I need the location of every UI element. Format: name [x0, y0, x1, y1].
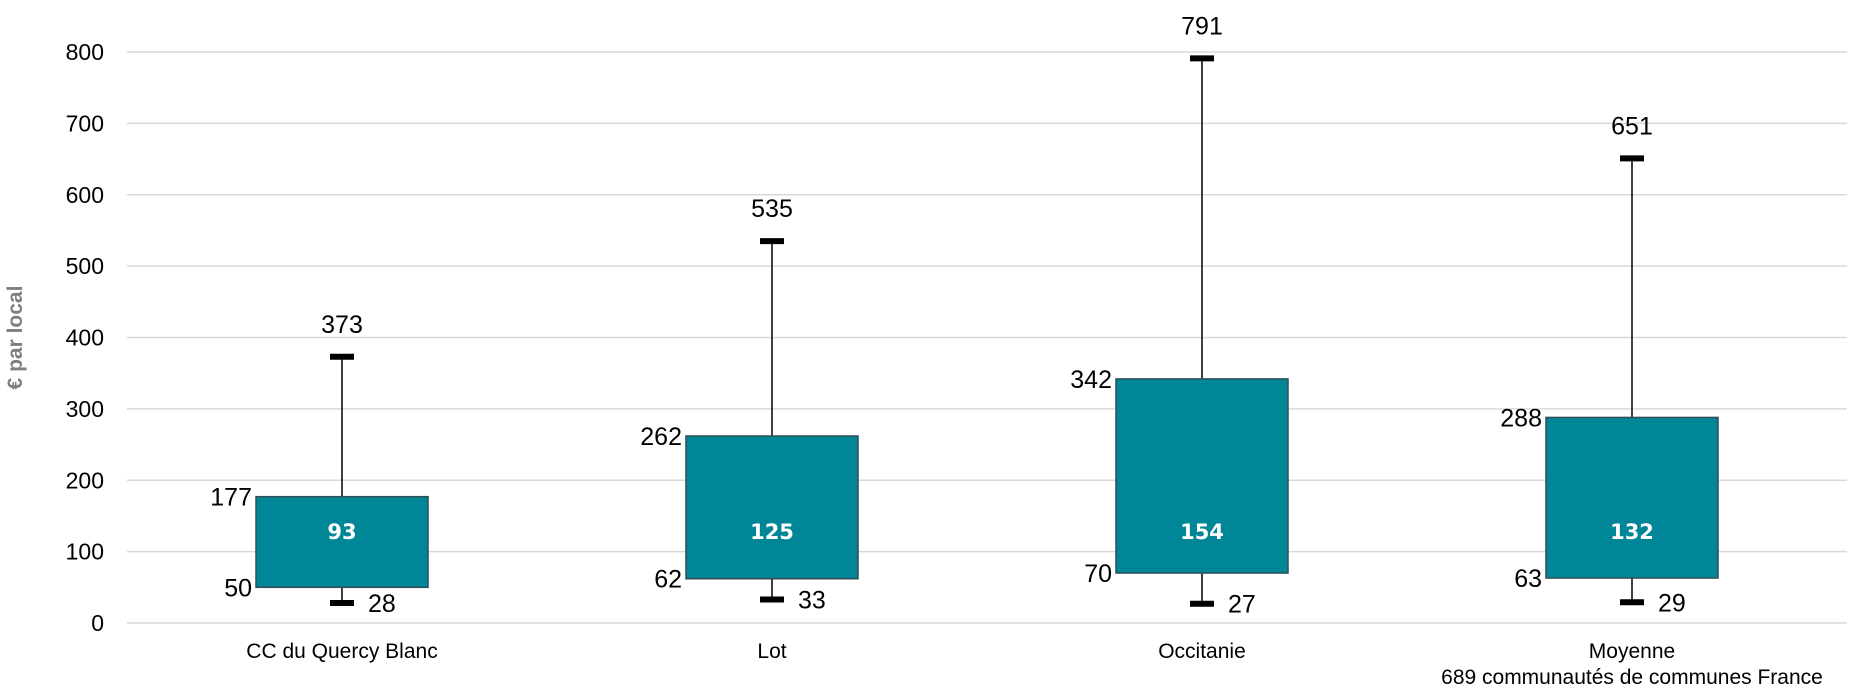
category-label-line: 689 communautés de communes France — [1441, 666, 1823, 689]
median-label: 132 — [1610, 520, 1654, 544]
max-label: 535 — [751, 195, 793, 223]
median-label: 154 — [1180, 520, 1224, 544]
category-label-line: Lot — [757, 640, 786, 663]
y-tick-label: 600 — [66, 182, 104, 208]
category-label: Moyenne 689 communautés de communes Franc… — [1441, 640, 1823, 689]
box — [255, 495, 429, 589]
box-group: 535 262 62 33 125 — [640, 195, 859, 614]
box — [685, 435, 859, 580]
q3-label: 177 — [210, 484, 252, 512]
category-label: Occitanie — [1158, 640, 1246, 663]
q1-label: 62 — [654, 566, 682, 594]
min-label: 29 — [1658, 589, 1686, 617]
category-label-line: Occitanie — [1158, 640, 1246, 663]
min-label: 28 — [368, 590, 396, 618]
q1-label: 63 — [1514, 565, 1542, 593]
min-label: 27 — [1228, 591, 1256, 619]
category-label-line: Moyenne — [1589, 640, 1675, 663]
box — [1545, 416, 1719, 579]
y-tick-label: 0 — [91, 610, 104, 636]
q3-label: 288 — [1500, 404, 1542, 432]
y-tick-label: 800 — [66, 39, 104, 65]
y-axis-title: € par local — [4, 286, 27, 390]
y-tick-label: 100 — [66, 539, 104, 565]
category-label: CC du Quercy Blanc — [246, 640, 437, 663]
box-group: 651 288 63 29 132 — [1500, 112, 1719, 617]
q1-label: 70 — [1084, 560, 1112, 588]
category-label: Lot — [757, 640, 786, 663]
max-label: 373 — [321, 311, 363, 339]
y-tick-label: 400 — [66, 325, 104, 351]
x-axis-categories: CC du Quercy Blanc Lot Occitanie Moyenne 689… — [246, 640, 1823, 689]
y-tick-label: 200 — [66, 467, 104, 493]
q3-label: 342 — [1070, 366, 1112, 394]
category-label-line: CC du Quercy Blanc — [246, 640, 437, 663]
min-label: 33 — [798, 586, 826, 614]
box-group: 791 342 70 27 154 — [1070, 12, 1289, 619]
box — [1115, 378, 1289, 574]
y-axis-ticks: 0 100 200 300 400 500 600 700 800 — [66, 39, 104, 636]
max-label: 651 — [1611, 112, 1653, 140]
q3-label: 262 — [640, 423, 682, 451]
max-label: 791 — [1181, 12, 1223, 40]
y-tick-label: 700 — [66, 110, 104, 136]
box-group: 373 177 50 28 93 — [210, 311, 429, 618]
median-label: 125 — [750, 520, 794, 544]
q1-label: 50 — [224, 574, 252, 602]
median-label: 93 — [327, 520, 356, 544]
y-tick-label: 500 — [66, 253, 104, 279]
y-tick-label: 300 — [66, 396, 104, 422]
boxes: 373 177 50 28 93 535 262 62 33 125 791 342 70 27 154 65… — [210, 12, 1719, 619]
